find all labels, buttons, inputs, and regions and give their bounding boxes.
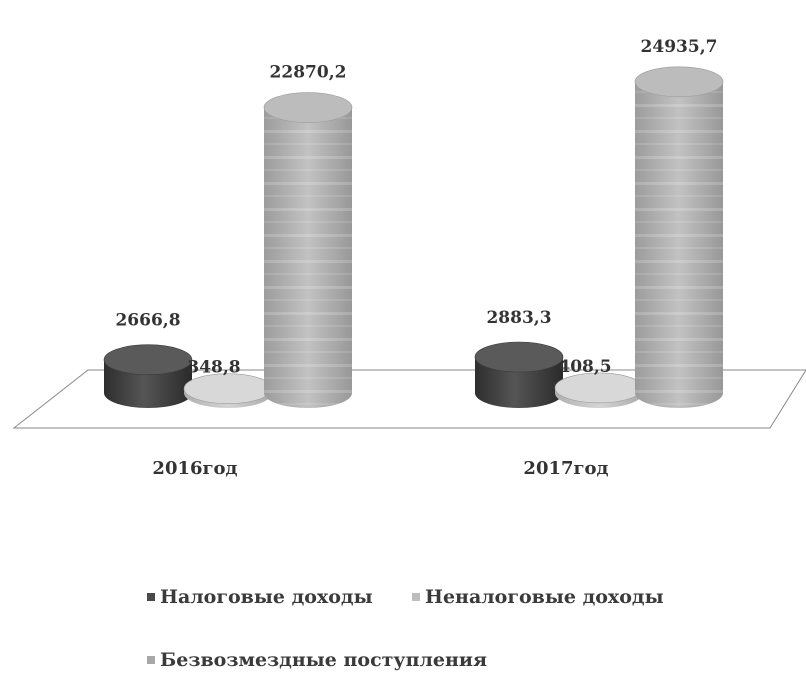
bar-grants-2016[interactable] [263,92,353,408]
bar-grants-2017[interactable] [634,66,724,408]
bar-nontax-2017[interactable] [554,372,644,408]
category-label-2017: 2017год [523,458,608,479]
bar-grants-2017-texture [635,81,723,408]
legend-item-grants[interactable]: Безвозмездные поступления [147,649,487,671]
bar-tax-2017[interactable] [474,341,564,408]
legend-item-tax-income[interactable]: Налоговые доходы [147,586,373,608]
bar-grants-2016-texture [264,107,352,408]
bar-tax-2016[interactable] [103,344,193,408]
data-label-grants-2017: 24935,7 [641,37,718,57]
legend-item-non-tax-income[interactable]: Неналоговые доходы [412,586,664,608]
data-labels-layer: 2666,8 348,8 22870,2 2883,3 408,5 24935,7 [115,37,717,378]
data-label-tax-2016: 2666,8 [115,311,180,331]
bar-nontax-2016-cap [183,373,273,404]
data-label-grants-2016: 22870,2 [270,63,347,83]
legend-swatch-grants [147,656,155,664]
bar-nontax-2017-cap [554,372,644,404]
legend-swatch-non-tax-income [412,593,420,601]
legend: Налоговые доходы Неналоговые доходы Безв… [147,586,664,671]
bar-tax-2017-cap [474,341,564,373]
bar-grants-2017-cap [634,66,724,98]
category-label-2016: 2016год [152,458,237,479]
bar-grants-2016-cap [263,92,353,123]
bars-layer [103,66,724,408]
data-label-tax-2017: 2883,3 [486,308,551,328]
bar-tax-2016-cap [103,344,193,376]
bar-nontax-2016[interactable] [183,373,273,408]
legend-label-tax-income: Налоговые доходы [160,586,373,608]
legend-swatch-tax-income [147,593,155,601]
data-label-nontax-2017: 408,5 [558,357,611,377]
data-label-nontax-2016: 348,8 [187,358,240,378]
legend-label-non-tax-income: Неналоговые доходы [425,586,664,608]
legend-label-grants: Безвозмездные поступления [160,649,487,671]
